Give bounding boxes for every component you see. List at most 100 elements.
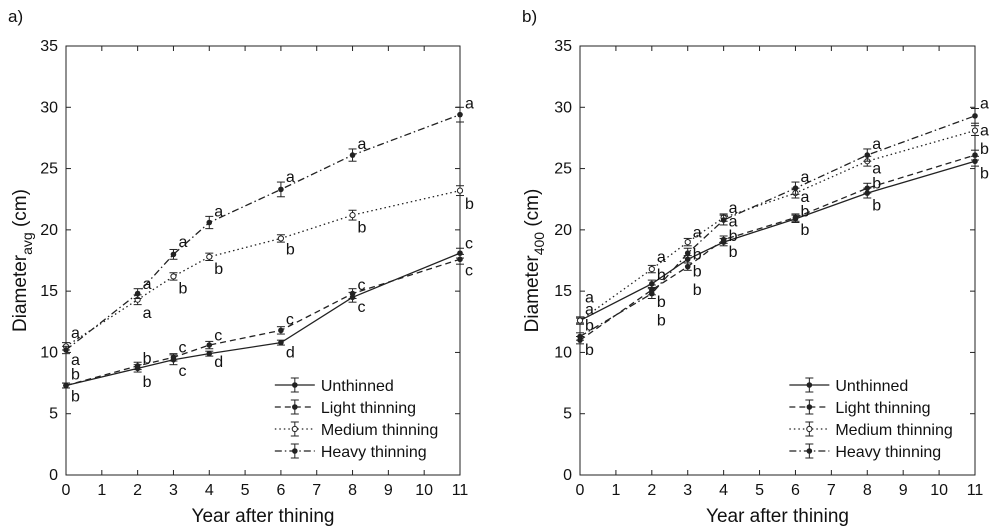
data-point	[278, 339, 284, 346]
series-4	[576, 108, 979, 341]
x-tick-label: 7	[312, 482, 321, 499]
series-line	[65, 252, 461, 387]
significance-letter: b	[872, 197, 881, 214]
data-point	[864, 152, 871, 158]
x-tick-label: 0	[576, 482, 585, 499]
significance-letter: c	[214, 327, 222, 344]
significance-letter: c	[178, 363, 186, 380]
series-1	[62, 247, 464, 389]
x-tick-label: 8	[348, 482, 357, 499]
significance-letter: b	[729, 244, 738, 261]
y-tick-label: 15	[40, 283, 58, 300]
significance-letter: a	[585, 289, 594, 306]
x-tick-label: 5	[241, 482, 250, 499]
significance-letter: a	[178, 234, 187, 251]
series-line	[65, 190, 461, 347]
y-axis-title-main: Diameter	[10, 254, 31, 332]
y-tick-label: 20	[40, 222, 58, 239]
significance-letter: c	[358, 299, 366, 316]
legend-label: Light thinning	[321, 400, 416, 417]
legend-label: Medium thinning	[835, 422, 952, 439]
significance-letter: a	[214, 203, 223, 220]
significance-letter: b	[800, 222, 809, 239]
significance-letter: a	[585, 302, 594, 319]
legend-marker	[292, 448, 298, 454]
data-point	[277, 235, 285, 242]
data-point	[971, 127, 979, 134]
y-tick-label: 5	[49, 406, 58, 423]
legend-marker	[291, 425, 298, 433]
significance-letter: b	[872, 175, 881, 192]
series-2	[62, 253, 464, 389]
x-tick-label: 2	[647, 482, 656, 499]
significance-letter: b	[71, 389, 80, 406]
legend-marker	[806, 382, 813, 388]
data-point	[792, 185, 799, 191]
data-point	[134, 363, 141, 369]
data-point	[206, 350, 213, 357]
significance-letter: b	[657, 294, 666, 311]
data-point	[206, 342, 213, 348]
significance-letter: a	[143, 305, 152, 322]
data-point	[684, 239, 691, 246]
data-point	[720, 217, 727, 223]
y-axis-title-subscript: avg	[19, 232, 35, 255]
y-axis-title: Diameteravg (cm)	[10, 189, 35, 332]
significance-letter: d	[286, 344, 295, 361]
significance-letter: c	[465, 262, 473, 279]
y-tick-label: 35	[554, 38, 572, 55]
significance-letter: a	[71, 352, 80, 369]
legend-marker	[806, 448, 813, 454]
data-point	[349, 152, 356, 158]
y-tick-label: 0	[563, 467, 572, 484]
significance-letter: a	[358, 136, 367, 153]
significance-letter: a	[693, 224, 702, 241]
legend: Unthinned Light thinning Medium thinning He…	[274, 377, 438, 461]
significance-letter: a	[657, 249, 666, 266]
chart-panel-1: 0 1 2 3 4 5 6 7 8 9 10 11 0 5 10 15 20 25 30 35 a) Year after…	[8, 7, 474, 527]
x-tick-label: 6	[791, 482, 800, 499]
y-tick-label: 0	[49, 467, 58, 484]
x-tick-label: 5	[755, 482, 764, 499]
series-line	[579, 154, 976, 341]
x-tick-label: 7	[827, 482, 836, 499]
x-tick-label: 11	[967, 482, 984, 499]
y-tick-label: 25	[554, 161, 572, 178]
data-point	[684, 263, 691, 270]
x-tick-label: 9	[899, 482, 908, 499]
significance-letter: b	[358, 219, 367, 236]
significance-letter: a	[143, 276, 152, 293]
y-tick-label: 30	[40, 99, 58, 116]
significance-letter: a	[729, 213, 738, 230]
x-tick-label: 0	[62, 482, 71, 499]
series-line	[579, 160, 976, 322]
significance-letter: c	[286, 311, 294, 328]
y-tick-label: 35	[40, 38, 58, 55]
data-point	[864, 185, 871, 191]
data-point	[206, 253, 213, 260]
data-point	[649, 290, 655, 297]
legend-label: Light thinning	[835, 400, 930, 417]
y-tick-label: 20	[554, 222, 572, 239]
significance-letter: b	[585, 317, 594, 334]
x-tick-label: 9	[384, 482, 393, 499]
data-point	[792, 214, 799, 221]
x-axis-title: Year after thining	[192, 506, 335, 527]
significance-letter: b	[585, 342, 594, 359]
significance-letter: b	[693, 282, 702, 299]
y-axis-title: Diameter400 (cm)	[522, 189, 547, 333]
significance-letter: b	[980, 165, 989, 182]
legend-marker	[806, 425, 813, 433]
data-point	[134, 290, 141, 297]
y-axis-title-unit: (cm)	[522, 189, 543, 232]
y-tick-label: 10	[40, 344, 58, 361]
series-line	[579, 115, 976, 338]
significance-letter: b	[657, 267, 666, 284]
series-line	[65, 258, 461, 387]
significance-letter: a	[800, 189, 809, 206]
y-tick-label: 25	[40, 161, 58, 178]
chart-panel-2: 0 1 2 3 4 5 6 7 8 9 10 11 0 5 10 15 20 25 30 35 b) Year after…	[522, 7, 989, 527]
significance-letter: d	[214, 354, 223, 371]
legend-label: Unthinned	[835, 378, 908, 395]
